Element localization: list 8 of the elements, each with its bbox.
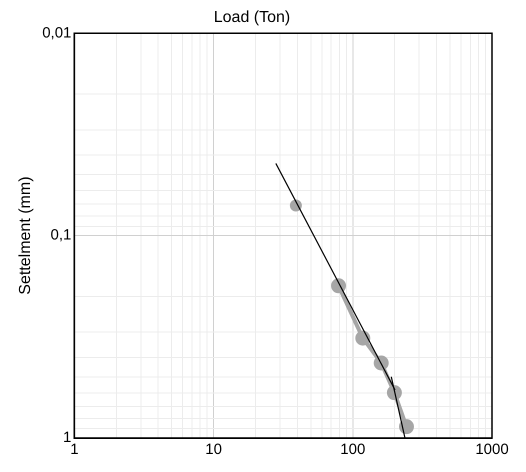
y-axis-title: Settelment (mm) bbox=[17, 176, 34, 295]
x-tick-label: 100 bbox=[340, 441, 366, 458]
x-axis-title: Load (Ton) bbox=[214, 9, 290, 26]
y-tick-label: 1 bbox=[63, 429, 72, 446]
x-tick-label: 10 bbox=[205, 441, 222, 458]
x-tick-label: 1000 bbox=[475, 441, 509, 458]
y-tick-label: 0,1 bbox=[50, 226, 72, 244]
y-tick-label: 0,01 bbox=[42, 24, 72, 42]
